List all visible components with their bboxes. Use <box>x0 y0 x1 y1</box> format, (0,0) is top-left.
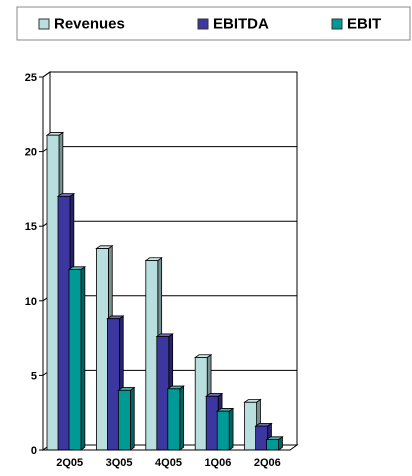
x-tick-label: 2Q05 <box>56 457 83 469</box>
bar-front <box>244 401 258 451</box>
legend: Revenues EBITDA EBIT <box>16 6 411 41</box>
bar-front <box>96 248 109 451</box>
bar-side <box>80 265 86 451</box>
plot-area: 0 5 10 15 20 25 2Q05 3Q05 4Q05 1Q06 2Q06 <box>25 71 299 469</box>
bar-side <box>179 385 185 451</box>
x-tick-label: 4Q05 <box>155 457 182 469</box>
plot-back-wall <box>49 71 298 446</box>
bar-front <box>167 388 181 451</box>
x-tick-label: 3Q05 <box>106 457 133 469</box>
y-tick-label: 0 <box>31 445 37 457</box>
bar-front <box>255 425 269 451</box>
legend-swatch-3 <box>331 18 343 30</box>
bar-side <box>129 386 135 451</box>
bar-side <box>228 407 234 451</box>
bar-ebit-3Q05 <box>117 386 136 451</box>
legend-frame <box>16 6 411 41</box>
x-tick-label: 2Q06 <box>254 457 281 469</box>
bar-front <box>216 410 230 451</box>
x-tick-label: 1Q06 <box>204 457 231 469</box>
bar-front <box>205 395 219 451</box>
legend-label-3: EBIT <box>347 16 381 33</box>
bar-front <box>57 195 71 451</box>
legend-swatch-2 <box>197 18 209 30</box>
legend-swatch-1 <box>38 18 50 30</box>
legend-label-2: EBITDA <box>213 16 269 33</box>
bar-front <box>118 389 131 451</box>
y-tick-label: 25 <box>25 72 37 84</box>
bar-front <box>156 336 170 451</box>
bar-ebit-2Q05 <box>67 265 87 451</box>
bar-ebit-2Q06 <box>265 436 284 451</box>
bar-front <box>194 357 208 451</box>
y-tick-label: 5 <box>31 370 37 382</box>
bar-front <box>68 269 82 451</box>
gridline <box>42 71 297 78</box>
y-tick-label: 15 <box>25 221 37 233</box>
bar-front <box>46 134 60 451</box>
bar-ebit-4Q05 <box>166 385 185 451</box>
legend-label-1: Revenues <box>54 16 125 33</box>
bar-ebit-1Q06 <box>215 407 235 451</box>
y-tick-label: 20 <box>25 147 37 159</box>
bar-front <box>107 318 120 451</box>
bar-front <box>145 260 159 451</box>
y-tick-label: 10 <box>25 296 37 308</box>
bar-front <box>266 439 280 451</box>
